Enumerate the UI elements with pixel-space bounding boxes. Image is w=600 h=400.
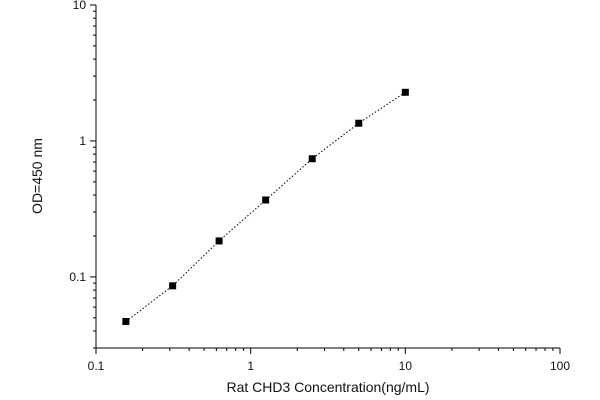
y-tick-label: 10 [73,0,87,12]
x-tick-label: 1 [247,359,254,373]
plot-frame [95,5,560,349]
data-point [122,317,130,325]
data-point [169,282,177,290]
fit-line-group [125,91,406,322]
data-point [401,88,409,96]
fit-line [125,91,406,322]
data-point [355,119,363,127]
y-axis-title: OD=450 nm [29,138,45,214]
y-tick-label: 0.1 [69,270,86,284]
x-ticks: 0.1 1 10 100 [88,348,570,373]
x-tick-label: 0.1 [88,359,105,373]
data-point [262,196,270,204]
y-tick-label: 1 [79,134,86,148]
y-ticks: 0.1 1 10 [69,0,96,349]
x-axis-title: Rat CHD3 Concentration(ng/mL) [226,379,429,395]
data-point [215,237,223,245]
data-point [308,155,316,163]
x-tick-label: 10 [399,359,413,373]
data-points [122,88,409,325]
x-tick-label: 100 [550,359,570,373]
